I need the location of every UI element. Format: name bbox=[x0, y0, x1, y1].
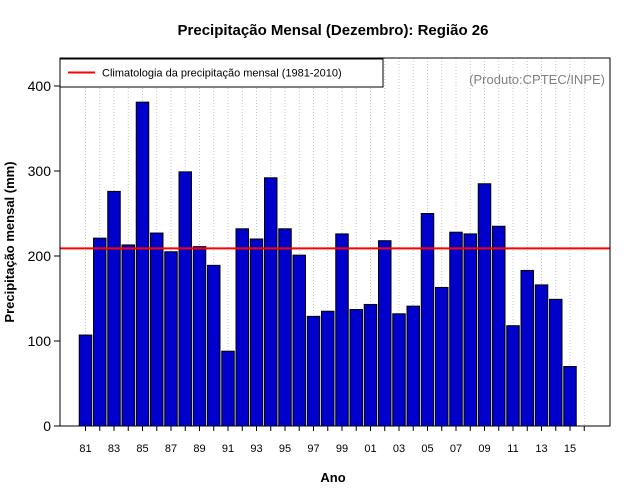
x-tick-label: 83 bbox=[108, 443, 120, 455]
y-tick-label: 100 bbox=[28, 333, 52, 349]
x-tick-label: 91 bbox=[222, 443, 234, 455]
x-tick-label: 07 bbox=[450, 443, 462, 455]
x-tick-label: 15 bbox=[564, 443, 576, 455]
bar-2000 bbox=[349, 309, 363, 427]
bar-2010 bbox=[492, 225, 506, 427]
bar-2003 bbox=[392, 313, 406, 427]
x-tick-label: 97 bbox=[307, 443, 319, 455]
bar-1993 bbox=[249, 238, 264, 427]
bar-1987 bbox=[164, 251, 178, 427]
x-tick-label: 89 bbox=[193, 443, 205, 455]
x-tick-label: 05 bbox=[421, 443, 433, 455]
y-axis: 0 100 200 300 400 bbox=[28, 78, 60, 434]
x-tick-label: 85 bbox=[136, 443, 148, 455]
bar-1991 bbox=[221, 350, 235, 427]
bar-1989 bbox=[192, 246, 207, 427]
bar-1990 bbox=[207, 264, 221, 427]
legend: Climatologia da precipitação mensal (198… bbox=[59, 58, 384, 88]
x-tick-label: 03 bbox=[393, 443, 405, 455]
bar-1984 bbox=[121, 244, 135, 427]
x-axis-title: Ano bbox=[320, 470, 345, 485]
bar-2004 bbox=[406, 305, 420, 427]
plot-frame bbox=[59, 57, 611, 427]
x-tick-label: 93 bbox=[250, 443, 262, 455]
bar-2011 bbox=[506, 325, 520, 427]
bar-1997 bbox=[306, 315, 321, 427]
bar-2015 bbox=[563, 366, 577, 427]
chart-title: Precipitação Mensal (Dezembro): Região 2… bbox=[178, 22, 489, 39]
bar-1996 bbox=[292, 254, 306, 427]
x-tick-label: 95 bbox=[279, 443, 291, 455]
bar-2009 bbox=[477, 183, 492, 427]
bar-1998 bbox=[321, 310, 335, 427]
y-tick-label: 300 bbox=[28, 163, 52, 179]
x-tick-label: 99 bbox=[336, 443, 348, 455]
bar-2006 bbox=[435, 286, 449, 427]
bar-2014 bbox=[549, 298, 563, 427]
bar-1994 bbox=[264, 177, 278, 427]
bar-2012 bbox=[520, 269, 534, 427]
bar-2001 bbox=[363, 303, 378, 427]
x-tick-label: 09 bbox=[478, 443, 490, 455]
legend-box bbox=[59, 58, 384, 88]
bar-1985 bbox=[135, 101, 150, 427]
bar-2008 bbox=[463, 233, 477, 427]
bar-1986 bbox=[150, 232, 164, 427]
bar-1988 bbox=[178, 171, 192, 427]
bar-2007 bbox=[449, 231, 463, 427]
bar-1981 bbox=[78, 334, 93, 427]
y-tick-label: 0 bbox=[43, 418, 51, 434]
y-tick-label: 200 bbox=[28, 248, 52, 264]
x-tick-label: 81 bbox=[79, 443, 91, 455]
bar-2013 bbox=[534, 284, 549, 427]
x-tick-label: 13 bbox=[535, 443, 547, 455]
bar-1983 bbox=[107, 190, 121, 427]
bar-1995 bbox=[278, 228, 292, 427]
bar-1992 bbox=[235, 228, 249, 427]
bar-1999 bbox=[335, 233, 349, 427]
bar-1982 bbox=[93, 237, 107, 427]
x-axis: 81 83 85 87 89 91 93 95 97 99 01 03 05 07 09 11 13 15 bbox=[79, 426, 585, 455]
y-tick-label: 400 bbox=[28, 78, 52, 94]
legend-label: Climatologia da precipitação mensal (198… bbox=[102, 68, 342, 80]
bars bbox=[78, 101, 577, 427]
bar-2002 bbox=[378, 240, 392, 427]
credit-text: (Produto:CPTEC/INPE) bbox=[469, 72, 605, 87]
x-tick-label: 87 bbox=[165, 443, 177, 455]
y-axis-title: Precipitação mensal (mm) bbox=[2, 161, 17, 322]
x-tick-label: 11 bbox=[507, 443, 518, 455]
x-tick-label: 01 bbox=[364, 443, 376, 455]
bar-2005 bbox=[420, 213, 435, 427]
